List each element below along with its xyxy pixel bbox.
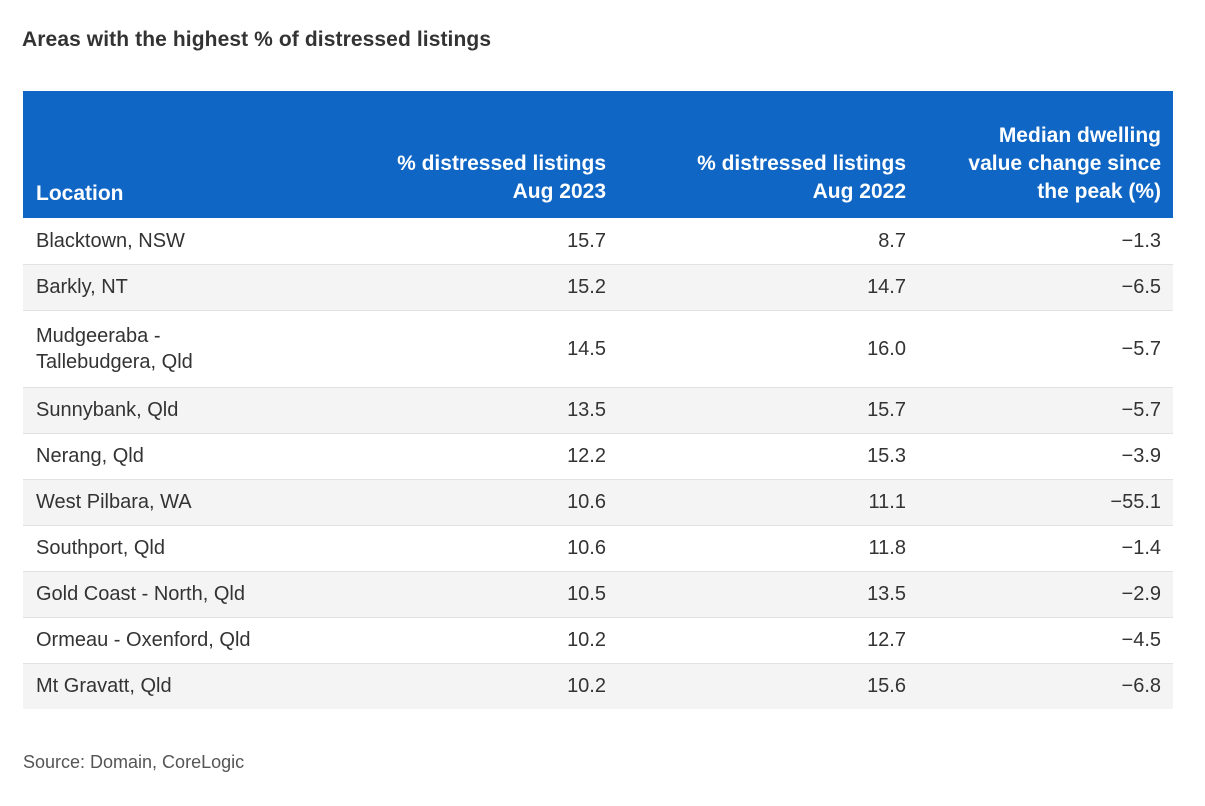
cell-location: Mudgeeraba - Tallebudgera, Qld [23,310,318,388]
table-row: Southport, Qld 10.6 11.8 −1.4 [23,525,1173,572]
cell-aug-2023: 14.5 [318,310,618,388]
cell-aug-2022: 15.6 [618,663,918,709]
table-row: Barkly, NT 15.2 14.7 −6.5 [23,264,1173,311]
cell-aug-2022: 15.3 [618,433,918,480]
table-row: Mudgeeraba - Tallebudgera, Qld 14.5 16.0 −5… [23,310,1173,388]
cell-value-change: −6.8 [918,663,1173,709]
table-row: Nerang, Qld 12.2 15.3 −3.9 [23,433,1173,480]
table-row: Ormeau - Oxenford, Qld 10.2 12.7 −4.5 [23,617,1173,664]
cell-location: Southport, Qld [23,525,318,572]
cell-aug-2022: 12.7 [618,617,918,664]
column-header-aug-2022-text: % distressed listings Aug 2022 [697,152,906,203]
cell-aug-2022: 15.7 [618,387,918,434]
column-header-location: Location [23,91,318,218]
cell-location: West Pilbara, WA [23,479,318,526]
cell-value-change: −2.9 [918,571,1173,618]
table-row: West Pilbara, WA 10.6 11.1 −55.1 [23,479,1173,526]
cell-value-change: −5.7 [918,310,1173,388]
cell-location: Nerang, Qld [23,433,318,480]
column-header-aug-2023: % distressed listings Aug 2023 [318,91,618,218]
cell-aug-2022: 11.8 [618,525,918,572]
cell-aug-2023: 10.6 [318,479,618,526]
table-row: Gold Coast - North, Qld 10.5 13.5 −2.9 [23,571,1173,618]
cell-aug-2023: 10.6 [318,525,618,572]
column-header-value-change: Median dwelling value change since the p… [918,91,1173,218]
cell-aug-2023: 15.2 [318,264,618,311]
cell-location: Blacktown, NSW [23,218,318,265]
cell-value-change: −1.4 [918,525,1173,572]
cell-value-change: −5.7 [918,387,1173,434]
distressed-listings-table: Location % distressed listings Aug 2023 … [23,91,1173,709]
cell-location: Barkly, NT [23,264,318,311]
cell-location: Mt Gravatt, Qld [23,663,318,709]
cell-location: Ormeau - Oxenford, Qld [23,617,318,664]
table-body: Blacktown, NSW 15.7 8.7 −1.3 Barkly, NT 15.2 1… [23,218,1173,709]
table-row: Sunnybank, Qld 13.5 15.7 −5.7 [23,387,1173,434]
cell-aug-2023: 10.2 [318,617,618,664]
cell-aug-2022: 13.5 [618,571,918,618]
cell-aug-2022: 11.1 [618,479,918,526]
cell-aug-2022: 16.0 [618,310,918,388]
source-note: Source: Domain, CoreLogic [23,752,245,772]
cell-aug-2023: 12.2 [318,433,618,480]
cell-aug-2023: 15.7 [318,218,618,265]
data-table-container: Location % distressed listings Aug 2023 … [23,91,1173,709]
table-row: Mt Gravatt, Qld 10.2 15.6 −6.8 [23,663,1173,709]
cell-value-change: −6.5 [918,264,1173,311]
table-row: Blacktown, NSW 15.7 8.7 −1.3 [23,218,1173,265]
cell-value-change: −55.1 [918,479,1173,526]
cell-aug-2022: 8.7 [618,218,918,265]
chart-title: Areas with the highest % of distressed l… [22,28,492,51]
cell-aug-2022: 14.7 [618,264,918,311]
cell-value-change: −3.9 [918,433,1173,480]
cell-aug-2023: 10.2 [318,663,618,709]
cell-aug-2023: 10.5 [318,571,618,618]
cell-value-change: −4.5 [918,617,1173,664]
cell-value-change: −1.3 [918,218,1173,265]
cell-aug-2023: 13.5 [318,387,618,434]
cell-location: Gold Coast - North, Qld [23,571,318,618]
column-header-aug-2023-text: % distressed listings Aug 2023 [397,152,606,203]
table-header: Location % distressed listings Aug 2023 … [23,91,1173,218]
column-header-aug-2022: % distressed listings Aug 2022 [618,91,918,218]
cell-location: Sunnybank, Qld [23,387,318,434]
column-header-value-change-text: Median dwelling value change since the p… [968,124,1161,203]
